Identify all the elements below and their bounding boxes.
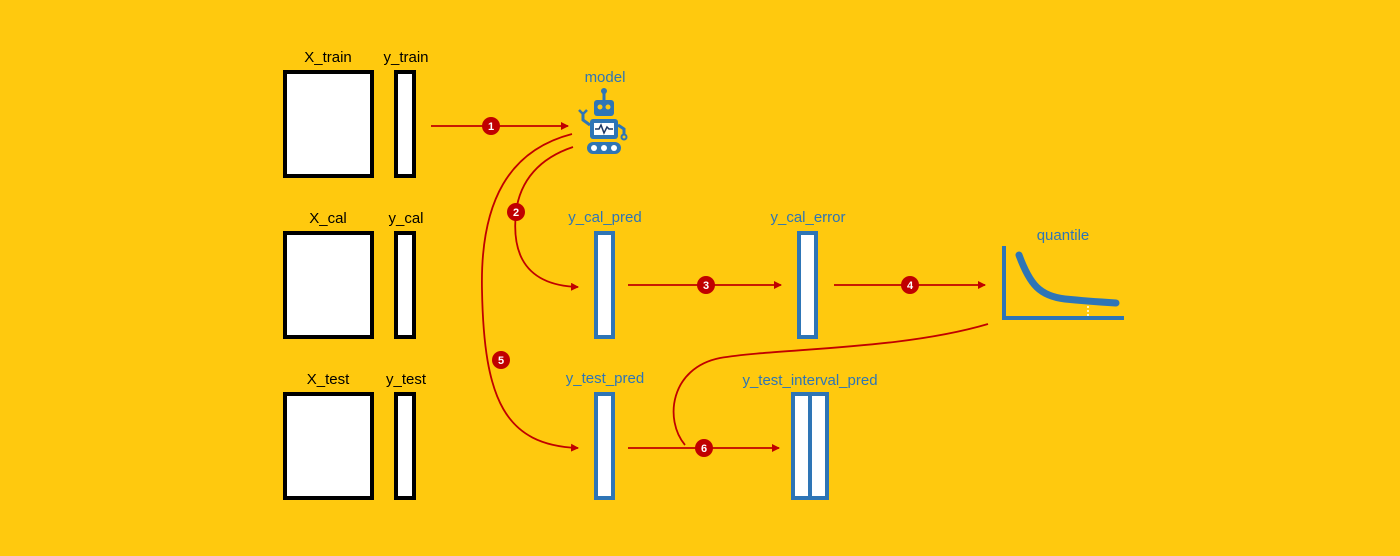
step-marker-6: 6 — [695, 439, 713, 457]
step-number: 1 — [488, 121, 494, 133]
y-test-pred-label: y_test_pred — [566, 370, 644, 387]
y-cal-pred-node: y_cal_pred — [568, 209, 642, 339]
step-number: 5 — [498, 355, 504, 367]
y-test-pred-vector — [594, 392, 615, 500]
x-cal-matrix — [283, 231, 374, 339]
x-test-label: X_test — [307, 371, 350, 388]
step-marker-5: 5 — [492, 351, 510, 369]
step-marker-1: 1 — [482, 117, 500, 135]
y-cal-error-vector — [797, 231, 818, 339]
x-test-matrix — [283, 392, 374, 500]
y-cal-error-node: y_cal_error — [770, 209, 846, 339]
y-cal-vector — [394, 231, 416, 339]
quantile-curve-icon — [1002, 246, 1124, 320]
quantile-label: quantile — [1037, 227, 1090, 244]
robot-icon — [578, 88, 628, 154]
test-block: X_test y_test — [283, 371, 427, 500]
y-test-interval-pred-label: y_test_interval_pred — [742, 372, 877, 389]
train-block: X_train y_train — [283, 49, 429, 178]
y-test-label: y_test — [386, 371, 427, 388]
y-test-upper-bound-vector — [808, 392, 829, 500]
y-test-interval-pred-node: y_test_interval_pred — [742, 372, 878, 500]
y-cal-pred-vector — [594, 231, 615, 339]
x-cal-label: X_cal — [309, 210, 347, 227]
step-number: 4 — [907, 280, 914, 292]
x-train-matrix — [283, 70, 374, 178]
arrow-quantile-to-interval — [672, 323, 989, 446]
y-test-lower-bound-vector — [791, 392, 812, 500]
cal-block: X_cal y_cal — [283, 210, 424, 339]
y-cal-label: y_cal — [388, 210, 423, 227]
y-test-pred-node: y_test_pred — [566, 370, 644, 500]
step-number: 6 — [701, 443, 707, 455]
step-marker-4: 4 — [901, 276, 919, 294]
step-number: 3 — [703, 280, 709, 292]
y-train-label: y_train — [383, 49, 428, 66]
step-marker-2: 2 — [507, 203, 525, 221]
model-label: model — [585, 69, 626, 86]
arrow-model-to-test-pred — [481, 133, 579, 452]
y-test-vector — [394, 392, 416, 500]
quantile-node: quantile — [1002, 227, 1124, 320]
step-markers: 1 2 3 4 5 6 — [482, 117, 919, 457]
step-number: 2 — [513, 207, 519, 219]
y-cal-pred-label: y_cal_pred — [568, 209, 641, 226]
x-train-label: X_train — [304, 49, 352, 66]
y-cal-error-label: y_cal_error — [770, 209, 845, 226]
y-train-vector — [394, 70, 416, 178]
model-node: model — [578, 69, 628, 154]
step-marker-3: 3 — [697, 276, 715, 294]
